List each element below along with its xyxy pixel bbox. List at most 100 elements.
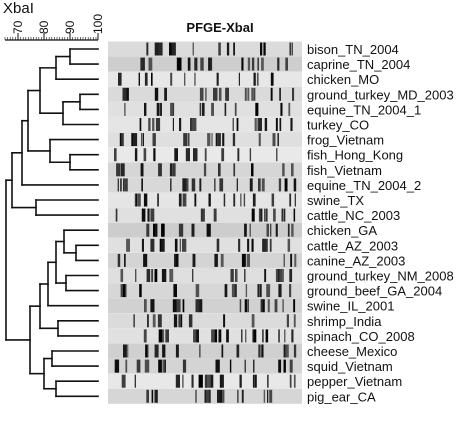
gel-band [266,223,269,237]
gel-band [233,163,236,177]
gel-band [148,208,150,222]
gel-band [283,344,285,358]
gel-band [246,253,248,267]
gel-band [211,133,213,147]
gel-band [271,193,275,207]
gel-band [215,133,218,147]
gel-lane [108,283,302,299]
strain-label: swine_TX [307,193,364,208]
strain-label: equine_TN_2004_2 [307,178,421,193]
gel-band [195,299,200,313]
gel-band [282,163,285,177]
gel-band [182,359,187,373]
scale-tick-label: 90 [63,20,77,34]
gel-band [182,238,187,252]
gel-band [276,148,278,162]
gel-band [214,329,218,343]
gel-band [179,314,181,328]
gel-band [198,374,203,388]
gel-lane-background [108,313,302,329]
gel-band [249,148,252,162]
gel-band [151,72,153,86]
gel-band [188,133,190,147]
gel-band [148,118,151,131]
strain-label: canine_AZ_2003 [307,253,405,268]
gel-band [274,299,278,313]
gel-band [174,148,178,162]
gel-band [134,148,138,162]
gel-band [287,238,291,252]
gel-band [235,269,237,282]
gel-band [154,344,159,358]
gel-band [226,42,230,56]
gel-band [260,42,263,56]
gel-band [171,42,175,56]
gel-band [172,118,174,131]
gel-band [293,178,297,192]
gel-band [289,42,291,56]
gel-band [270,72,274,86]
gel-band [120,284,123,298]
gel-band [282,269,284,282]
gel-band [159,102,162,116]
gel-band [269,238,272,252]
gel-lane-background [108,132,302,148]
gel-band [172,163,176,177]
gel-band [162,344,166,358]
gel-band [141,208,146,222]
gel-band [204,389,206,403]
gel-band [152,314,156,328]
gel-band [251,314,255,328]
strain-label: ground_beef_GA_2004 [307,284,442,299]
gel-band [257,284,259,298]
gel-band [201,208,203,222]
gel-band [182,299,185,313]
gel-band [294,253,297,267]
gel-band [266,284,268,298]
gel-band [288,102,291,116]
gel-band [122,284,127,298]
gel-band [146,389,149,403]
gel-band [243,253,246,267]
gel-lane-background [108,222,302,238]
gel-band [144,359,150,373]
gel-band [289,284,291,298]
gel-band [258,133,261,147]
gel-title: PFGE-XbaI [186,20,254,35]
gel-band [154,389,158,403]
strain-label: equine_TN_2004_1 [307,102,421,117]
gel-band [223,193,226,207]
gel-band [175,344,179,358]
gel-band [170,178,172,192]
gel-lane [108,313,302,329]
gel-band [155,223,157,237]
gel-band [119,133,122,147]
gel-band [253,329,257,343]
gel-band [199,344,201,358]
gel-band [215,359,220,373]
gel-band [247,87,250,101]
gel-band [158,163,162,177]
gel-band [164,87,167,101]
gel-band [178,314,180,328]
gel-band [139,284,142,298]
gel-band [247,253,250,267]
gel-band [201,102,205,116]
gel-band [214,253,218,267]
gel-band [249,178,253,192]
gel-band [179,238,181,252]
gel-band [258,208,262,222]
gel-band [173,284,177,298]
gel-band [211,329,215,343]
gel-band [200,57,204,71]
gel-band [206,223,211,237]
gel-band [216,72,218,86]
gel-lane-background [108,283,302,299]
gel-band [120,269,124,282]
gel-band [192,253,195,267]
gel-band [237,148,240,162]
gel-band [258,344,261,358]
gel-band [291,42,293,56]
gel-band [277,133,279,147]
gel-band [236,178,238,192]
